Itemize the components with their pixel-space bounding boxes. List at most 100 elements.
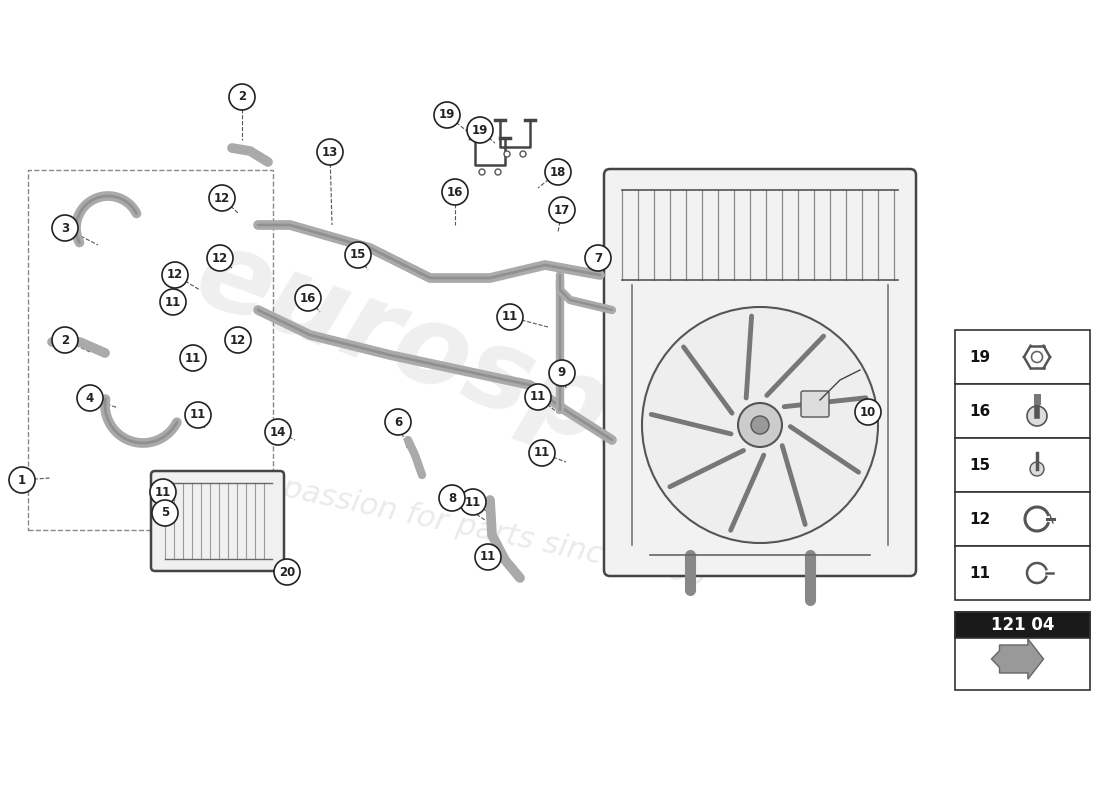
FancyArrowPatch shape <box>784 398 866 406</box>
Circle shape <box>442 179 468 205</box>
Circle shape <box>434 102 460 128</box>
Circle shape <box>751 416 769 434</box>
Text: 15: 15 <box>350 249 366 262</box>
FancyBboxPatch shape <box>604 169 916 576</box>
Text: 20: 20 <box>279 566 295 578</box>
Circle shape <box>52 215 78 241</box>
Circle shape <box>345 242 371 268</box>
Circle shape <box>642 307 878 543</box>
Text: 10: 10 <box>860 406 876 418</box>
Text: 9: 9 <box>558 366 566 379</box>
Circle shape <box>495 169 500 175</box>
Text: 11: 11 <box>165 295 182 309</box>
Circle shape <box>162 262 188 288</box>
Text: 1: 1 <box>18 474 26 486</box>
FancyArrowPatch shape <box>790 426 858 472</box>
Text: 7: 7 <box>594 251 602 265</box>
Circle shape <box>150 479 176 505</box>
Text: a passion for parts since 1985: a passion for parts since 1985 <box>252 468 708 592</box>
Circle shape <box>1030 462 1044 476</box>
Text: 18: 18 <box>550 166 566 178</box>
Bar <box>28 170 273 530</box>
Circle shape <box>180 345 206 371</box>
Circle shape <box>855 399 881 425</box>
Text: 12: 12 <box>212 251 228 265</box>
Circle shape <box>77 385 103 411</box>
FancyArrowPatch shape <box>767 336 824 395</box>
Circle shape <box>295 285 321 311</box>
Text: 3: 3 <box>60 222 69 234</box>
Circle shape <box>185 402 211 428</box>
Circle shape <box>504 151 510 157</box>
Circle shape <box>529 440 556 466</box>
Text: 11: 11 <box>480 550 496 563</box>
FancyArrowPatch shape <box>746 316 751 398</box>
Text: 11: 11 <box>530 390 546 403</box>
Circle shape <box>738 403 782 447</box>
Circle shape <box>229 84 255 110</box>
Text: 4: 4 <box>86 391 95 405</box>
Text: 19: 19 <box>439 109 455 122</box>
Text: 12: 12 <box>213 191 230 205</box>
Circle shape <box>9 467 35 493</box>
Text: 19: 19 <box>969 350 990 365</box>
Bar <box>955 546 1090 600</box>
Polygon shape <box>991 639 1044 679</box>
Circle shape <box>460 489 486 515</box>
Text: 11: 11 <box>969 566 990 581</box>
Text: 11: 11 <box>190 409 206 422</box>
Circle shape <box>585 245 611 271</box>
Circle shape <box>520 151 526 157</box>
Bar <box>955 612 1090 638</box>
Bar <box>955 612 1090 690</box>
Text: eurospares: eurospares <box>182 219 879 561</box>
Text: 11: 11 <box>155 486 172 498</box>
Circle shape <box>274 559 300 585</box>
Text: 16: 16 <box>447 186 463 198</box>
Text: 17: 17 <box>554 203 570 217</box>
Text: 2: 2 <box>60 334 69 346</box>
Text: 11: 11 <box>502 310 518 323</box>
Text: 8: 8 <box>448 491 456 505</box>
Text: 11: 11 <box>185 351 201 365</box>
Text: 12: 12 <box>969 511 990 526</box>
Text: 121 04: 121 04 <box>991 616 1054 634</box>
Bar <box>955 330 1090 384</box>
Text: 11: 11 <box>534 446 550 459</box>
Circle shape <box>152 500 178 526</box>
Circle shape <box>468 117 493 143</box>
Circle shape <box>265 419 292 445</box>
Text: 11: 11 <box>465 495 481 509</box>
Circle shape <box>209 185 235 211</box>
Circle shape <box>1027 406 1047 426</box>
Circle shape <box>226 327 251 353</box>
Circle shape <box>525 384 551 410</box>
Text: 19: 19 <box>472 123 488 137</box>
Text: 16: 16 <box>300 291 316 305</box>
Circle shape <box>439 485 465 511</box>
Circle shape <box>497 304 522 330</box>
Circle shape <box>478 169 485 175</box>
FancyArrowPatch shape <box>782 446 805 525</box>
Circle shape <box>1032 351 1043 362</box>
Text: 2: 2 <box>238 90 246 103</box>
Bar <box>955 384 1090 438</box>
FancyBboxPatch shape <box>801 391 829 417</box>
Circle shape <box>207 245 233 271</box>
Text: 12: 12 <box>167 269 183 282</box>
Circle shape <box>544 159 571 185</box>
Text: 14: 14 <box>270 426 286 438</box>
Text: 15: 15 <box>969 458 990 473</box>
FancyBboxPatch shape <box>151 471 284 571</box>
FancyArrowPatch shape <box>683 347 732 413</box>
Text: 12: 12 <box>230 334 246 346</box>
Circle shape <box>385 409 411 435</box>
Bar <box>955 438 1090 492</box>
Circle shape <box>160 289 186 315</box>
Circle shape <box>549 360 575 386</box>
Circle shape <box>317 139 343 165</box>
FancyArrowPatch shape <box>730 455 763 530</box>
FancyArrowPatch shape <box>670 450 744 486</box>
Text: 16: 16 <box>969 403 990 418</box>
Bar <box>955 492 1090 546</box>
